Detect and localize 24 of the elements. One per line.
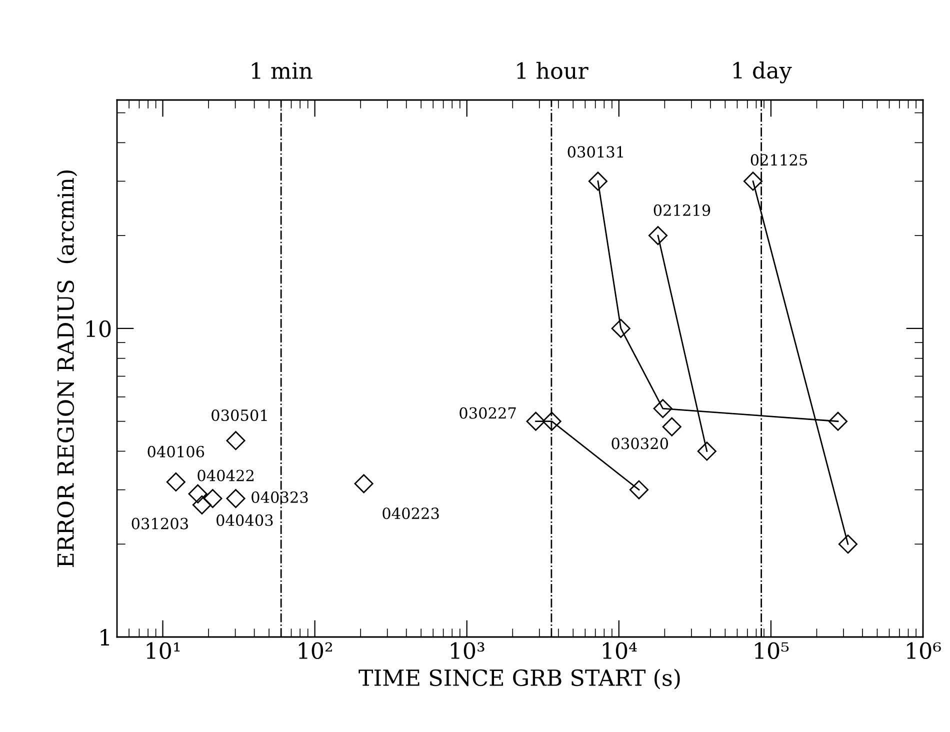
legend-label: 040106 bbox=[148, 446, 204, 458]
x-tick-label: 10³ bbox=[450, 642, 484, 660]
series-label: 040403 bbox=[216, 514, 273, 526]
series-label: 040422 bbox=[198, 470, 254, 482]
series-label: 030227 bbox=[460, 407, 516, 419]
y-axis-title: ERROR REGION RADIUS (arcmin) bbox=[56, 170, 78, 568]
series-label: 030131 bbox=[568, 146, 623, 158]
ref-line-label: 1 day bbox=[733, 62, 792, 84]
series-label: 031203 bbox=[132, 518, 188, 530]
x-tick-label: 10² bbox=[298, 642, 332, 660]
ref-line-label: 1 min bbox=[252, 62, 312, 79]
x-tick-label: 10⁵ bbox=[755, 642, 789, 660]
series-label: 021219 bbox=[654, 204, 710, 216]
ref-line-label: 1 hour bbox=[517, 62, 588, 80]
x-tick-label: 10¹ bbox=[146, 642, 180, 660]
y-tick-label: 1 bbox=[100, 628, 109, 646]
y-tick-label: 10 bbox=[86, 320, 111, 338]
series-label: 040323 bbox=[252, 491, 308, 503]
series-label: 030320 bbox=[612, 438, 668, 450]
series-label: 030501 bbox=[212, 409, 267, 422]
series-label: 040223 bbox=[382, 508, 439, 520]
x-axis-title: TIME SINCE GRB START (s) bbox=[358, 668, 680, 690]
x-tick-label: 10⁶ bbox=[907, 642, 941, 660]
x-tick-label: 10⁴ bbox=[603, 642, 637, 660]
